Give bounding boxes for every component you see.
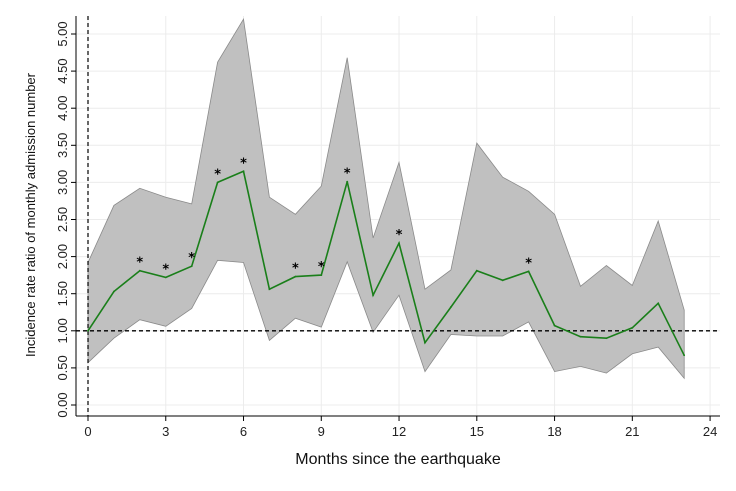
x-tick-label-0: 0 bbox=[84, 424, 91, 439]
x-tick-label-6: 18 bbox=[547, 424, 561, 439]
irr-point-2 bbox=[138, 269, 141, 272]
y-tick-label-2: 1.00 bbox=[55, 318, 70, 343]
x-tick-label-1: 3 bbox=[162, 424, 169, 439]
irr-point-14 bbox=[449, 306, 452, 308]
significance-star-12: * bbox=[396, 228, 403, 243]
significance-star-10: * bbox=[344, 167, 351, 182]
irr-point-10 bbox=[346, 180, 349, 183]
y-tick-label-3: 1.50 bbox=[55, 281, 70, 306]
x-axis-title: Months since the earthquake bbox=[295, 451, 501, 468]
irr-point-15 bbox=[475, 269, 478, 272]
irr-point-18 bbox=[553, 324, 556, 327]
irr-point-0 bbox=[87, 329, 89, 332]
x-tick-label-3: 9 bbox=[318, 424, 325, 439]
y-tick-label-5: 2.50 bbox=[55, 207, 70, 232]
significance-star-3: * bbox=[162, 262, 169, 277]
x-tick-label-7: 21 bbox=[625, 424, 639, 439]
x-tick-label-8: 24 bbox=[703, 424, 717, 439]
significance-star-6: * bbox=[240, 156, 247, 171]
significance-star-5: * bbox=[214, 167, 221, 182]
irr-point-20 bbox=[605, 337, 608, 340]
irr-point-12 bbox=[398, 242, 400, 245]
irr-point-22 bbox=[657, 302, 660, 305]
irr-series-line bbox=[87, 170, 685, 356]
significance-star-9: * bbox=[318, 260, 325, 275]
significance-star-17: * bbox=[525, 256, 532, 271]
irr-point-19 bbox=[579, 335, 582, 338]
significance-star-2: * bbox=[136, 256, 143, 271]
y-tick-label-6: 3.00 bbox=[55, 170, 70, 195]
y-tick-label-1: 0.50 bbox=[55, 355, 70, 380]
irr-point-13 bbox=[424, 341, 426, 344]
y-tick-label-4: 2.00 bbox=[55, 244, 70, 269]
irr-point-6 bbox=[242, 170, 245, 173]
irr-points bbox=[87, 170, 686, 357]
significance-star-8: * bbox=[292, 262, 299, 277]
irr-point-16 bbox=[501, 279, 504, 282]
irr-point-23 bbox=[683, 354, 686, 357]
x-tick-label-5: 15 bbox=[470, 424, 484, 439]
irr-point-11 bbox=[372, 294, 375, 297]
irr-point-21 bbox=[631, 326, 634, 329]
y-tick-label-9: 4.50 bbox=[55, 58, 70, 83]
x-tick-label-4: 12 bbox=[392, 424, 406, 439]
y-tick-label-10: 5.00 bbox=[55, 21, 70, 46]
y-axis-title: Incidence rate ratio of monthly admissio… bbox=[23, 72, 38, 357]
irr-point-4 bbox=[190, 265, 193, 268]
significance-markers: * * * * * * * * * * bbox=[136, 156, 532, 277]
x-ticks: 0 3 6 9 12 15 18 21 24 bbox=[84, 416, 717, 439]
irr-point-7 bbox=[268, 288, 271, 291]
irr-point-8 bbox=[294, 275, 297, 278]
irr-point-1 bbox=[113, 290, 115, 293]
irr-point-5 bbox=[216, 181, 219, 184]
y-tick-label-8: 4.00 bbox=[55, 96, 70, 121]
irr-point-3 bbox=[164, 276, 167, 279]
y-tick-label-7: 3.50 bbox=[55, 133, 70, 158]
irr-point-17 bbox=[527, 270, 530, 273]
y-tick-label-0: 0.00 bbox=[55, 392, 70, 417]
confidence-band bbox=[87, 18, 685, 380]
significance-star-4: * bbox=[188, 251, 195, 266]
irr-point-9 bbox=[320, 274, 323, 277]
y-ticks: 0.00 0.50 1.00 1.50 2.00 2.50 3.00 3.50 4.00 4.50… bbox=[55, 21, 76, 418]
x-tick-label-2: 6 bbox=[240, 424, 247, 439]
